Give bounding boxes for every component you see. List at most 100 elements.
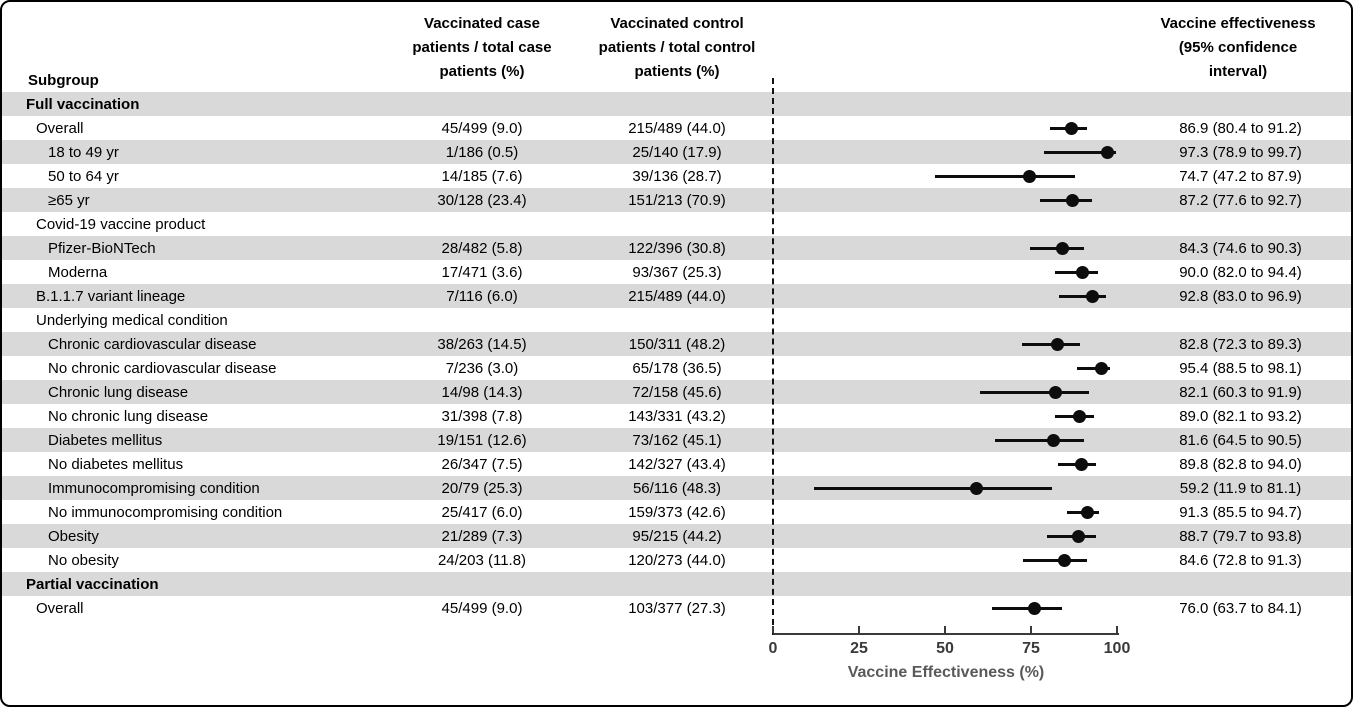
ci-line [992,606,1063,610]
control-value: 65/178 (36.5) [632,359,722,377]
x-axis-tick-label: 50 [936,640,954,657]
subgroup-label: Underlying medical condition [36,311,228,329]
subgroup-label: Chronic lung disease [48,383,189,401]
case-value: 14/185 (7.6) [441,167,523,185]
table-row: No immunocompromising condition 25/417 (6… [2,500,1351,524]
control-value: 143/331 (43.2) [628,407,726,425]
table-row: Pfizer-BioNTech 28/482 (5.8) 122/396 (30.8… [2,236,1351,260]
effectiveness-value: 97.3 (78.9 to 99.7) [1179,143,1302,161]
case-value: 20/79 (25.3) [441,479,523,497]
control-value: 73/162 (45.1) [632,431,722,449]
table-row: B.1.1.7 variant lineage 7/116 (6.0) 215/48… [2,284,1351,308]
point-marker [1056,241,1070,255]
subgroup-label: No obesity [48,551,119,569]
case-value: 38/263 (14.5) [437,335,527,353]
subgroup-label: No chronic lung disease [48,407,209,425]
effectiveness-value: 89.8 (82.8 to 94.0) [1179,455,1302,473]
table-row: No diabetes mellitus 26/347 (7.5) 142/327 … [2,452,1351,476]
control-value: 93/367 (25.3) [632,263,722,281]
control-value: 215/489 (44.0) [628,287,726,305]
case-value: 25/417 (6.0) [441,503,523,521]
subgroup-label: ≥65 yr [48,191,90,209]
subgroup-label: B.1.1.7 variant lineage [36,287,186,305]
point-marker [1048,385,1062,399]
effectiveness-value: 84.3 (74.6 to 90.3) [1179,239,1302,257]
column-header-vaccine-effectiveness: Vaccine effectiveness (95% confidence in… [1160,15,1316,80]
table-row: Full vaccination [2,92,1351,116]
ci-line [1077,366,1111,370]
x-axis-tick [1030,626,1032,633]
column-header-control-patients: Vaccinated control patients / total cont… [598,15,756,80]
point-marker [1066,193,1080,207]
table-row: Overall 45/499 (9.0) 215/489 (44.0) 86.9 (8… [2,116,1351,140]
case-value: 14/98 (14.3) [441,383,523,401]
case-value: 31/398 (7.8) [441,407,523,425]
case-value: 26/347 (7.5) [441,455,523,473]
x-axis-tick [1116,626,1118,633]
table-row: Moderna 17/471 (3.6) 93/367 (25.3) 90.0 (82… [2,260,1351,284]
ci-line [1039,198,1092,202]
case-value: 17/471 (3.6) [441,263,523,281]
case-value: 21/289 (7.3) [441,527,523,545]
table-row: Chronic cardiovascular disease 38/263 (14… [2,332,1351,356]
subgroup-label: Overall [36,599,84,617]
ci-line [1047,534,1096,538]
ci-line [813,486,1052,490]
table-row: 18 to 49 yr 1/186 (0.5) 25/140 (17.9) 97.3 … [2,140,1351,164]
table-row: No chronic lung disease 31/398 (7.8) 143/3… [2,404,1351,428]
effectiveness-value: 89.0 (82.1 to 93.2) [1179,407,1302,425]
control-value: 72/158 (45.6) [632,383,722,401]
ci-line [935,174,1076,178]
ci-line [1058,294,1107,298]
point-marker [1085,289,1099,303]
subgroup-label: Moderna [48,263,108,281]
effectiveness-value: 95.4 (88.5 to 98.1) [1179,359,1302,377]
effectiveness-value: 81.6 (64.5 to 90.5) [1179,431,1302,449]
subgroup-label: Pfizer-BioNTech [48,239,156,257]
table-row: Diabetes mellitus 19/151 (12.6) 73/162 (45… [2,428,1351,452]
point-marker [1023,169,1037,183]
point-marker [1065,121,1079,135]
x-axis-tick [944,626,946,633]
table-row: No obesity 24/203 (11.8) 120/273 (44.0) 84.… [2,548,1351,572]
control-value: 25/140 (17.9) [632,143,722,161]
effectiveness-value: 86.9 (80.4 to 91.2) [1179,119,1302,137]
effectiveness-value: 76.0 (63.7 to 84.1) [1179,599,1302,617]
subgroup-label: Immunocompromising condition [48,479,260,497]
table-body: Full vaccination Overall 45/499 (9.0) 215/4… [2,92,1351,620]
table-row: No chronic cardiovascular disease 7/236 (… [2,356,1351,380]
case-value: 7/116 (6.0) [446,287,518,305]
table-row: Obesity 21/289 (7.3) 95/215 (44.2) 88.7 (79… [2,524,1351,548]
control-value: 120/273 (44.0) [628,551,726,569]
column-header-case-patients: Vaccinated case patients / total case pa… [412,15,552,80]
x-axis-tick-label: 75 [1022,640,1040,657]
case-value: 24/203 (11.8) [437,551,527,569]
case-value: 28/482 (5.8) [441,239,523,257]
ci-line [1044,150,1116,154]
point-marker [1072,409,1086,423]
point-marker [1071,529,1085,543]
point-marker [1101,145,1115,159]
x-axis-tick [858,626,860,633]
case-value: 45/499 (9.0) [441,599,523,617]
table-row: Underlying medical condition [2,308,1351,332]
table-row: 50 to 64 yr 14/185 (7.6) 39/136 (28.7) 74.7… [2,164,1351,188]
x-axis-tick-label: 0 [768,640,778,657]
subgroup-label: No chronic cardiovascular disease [48,359,277,377]
case-value: 19/151 (12.6) [437,431,527,449]
x-axis-title: Vaccine Effectiveness (%) [847,664,1045,681]
table-row: ≥65 yr 30/128 (23.4) 151/213 (70.9) 87.2 (7… [2,188,1351,212]
column-header-subgroup: Subgroup [28,72,99,89]
control-value: 159/373 (42.6) [628,503,726,521]
point-marker [1094,361,1108,375]
table-row: Chronic lung disease 14/98 (14.3) 72/158 (… [2,380,1351,404]
effectiveness-value: 84.6 (72.8 to 91.3) [1179,551,1302,569]
subgroup-label: No immunocompromising condition [48,503,283,521]
control-value: 151/213 (70.9) [628,191,726,209]
control-value: 150/311 (48.2) [628,335,726,353]
effectiveness-value: 82.1 (60.3 to 91.9) [1179,383,1302,401]
control-value: 95/215 (44.2) [632,527,722,545]
effectiveness-value: 74.7 (47.2 to 87.9) [1179,167,1302,185]
subgroup-label: Obesity [48,527,99,545]
point-marker [1047,433,1061,447]
